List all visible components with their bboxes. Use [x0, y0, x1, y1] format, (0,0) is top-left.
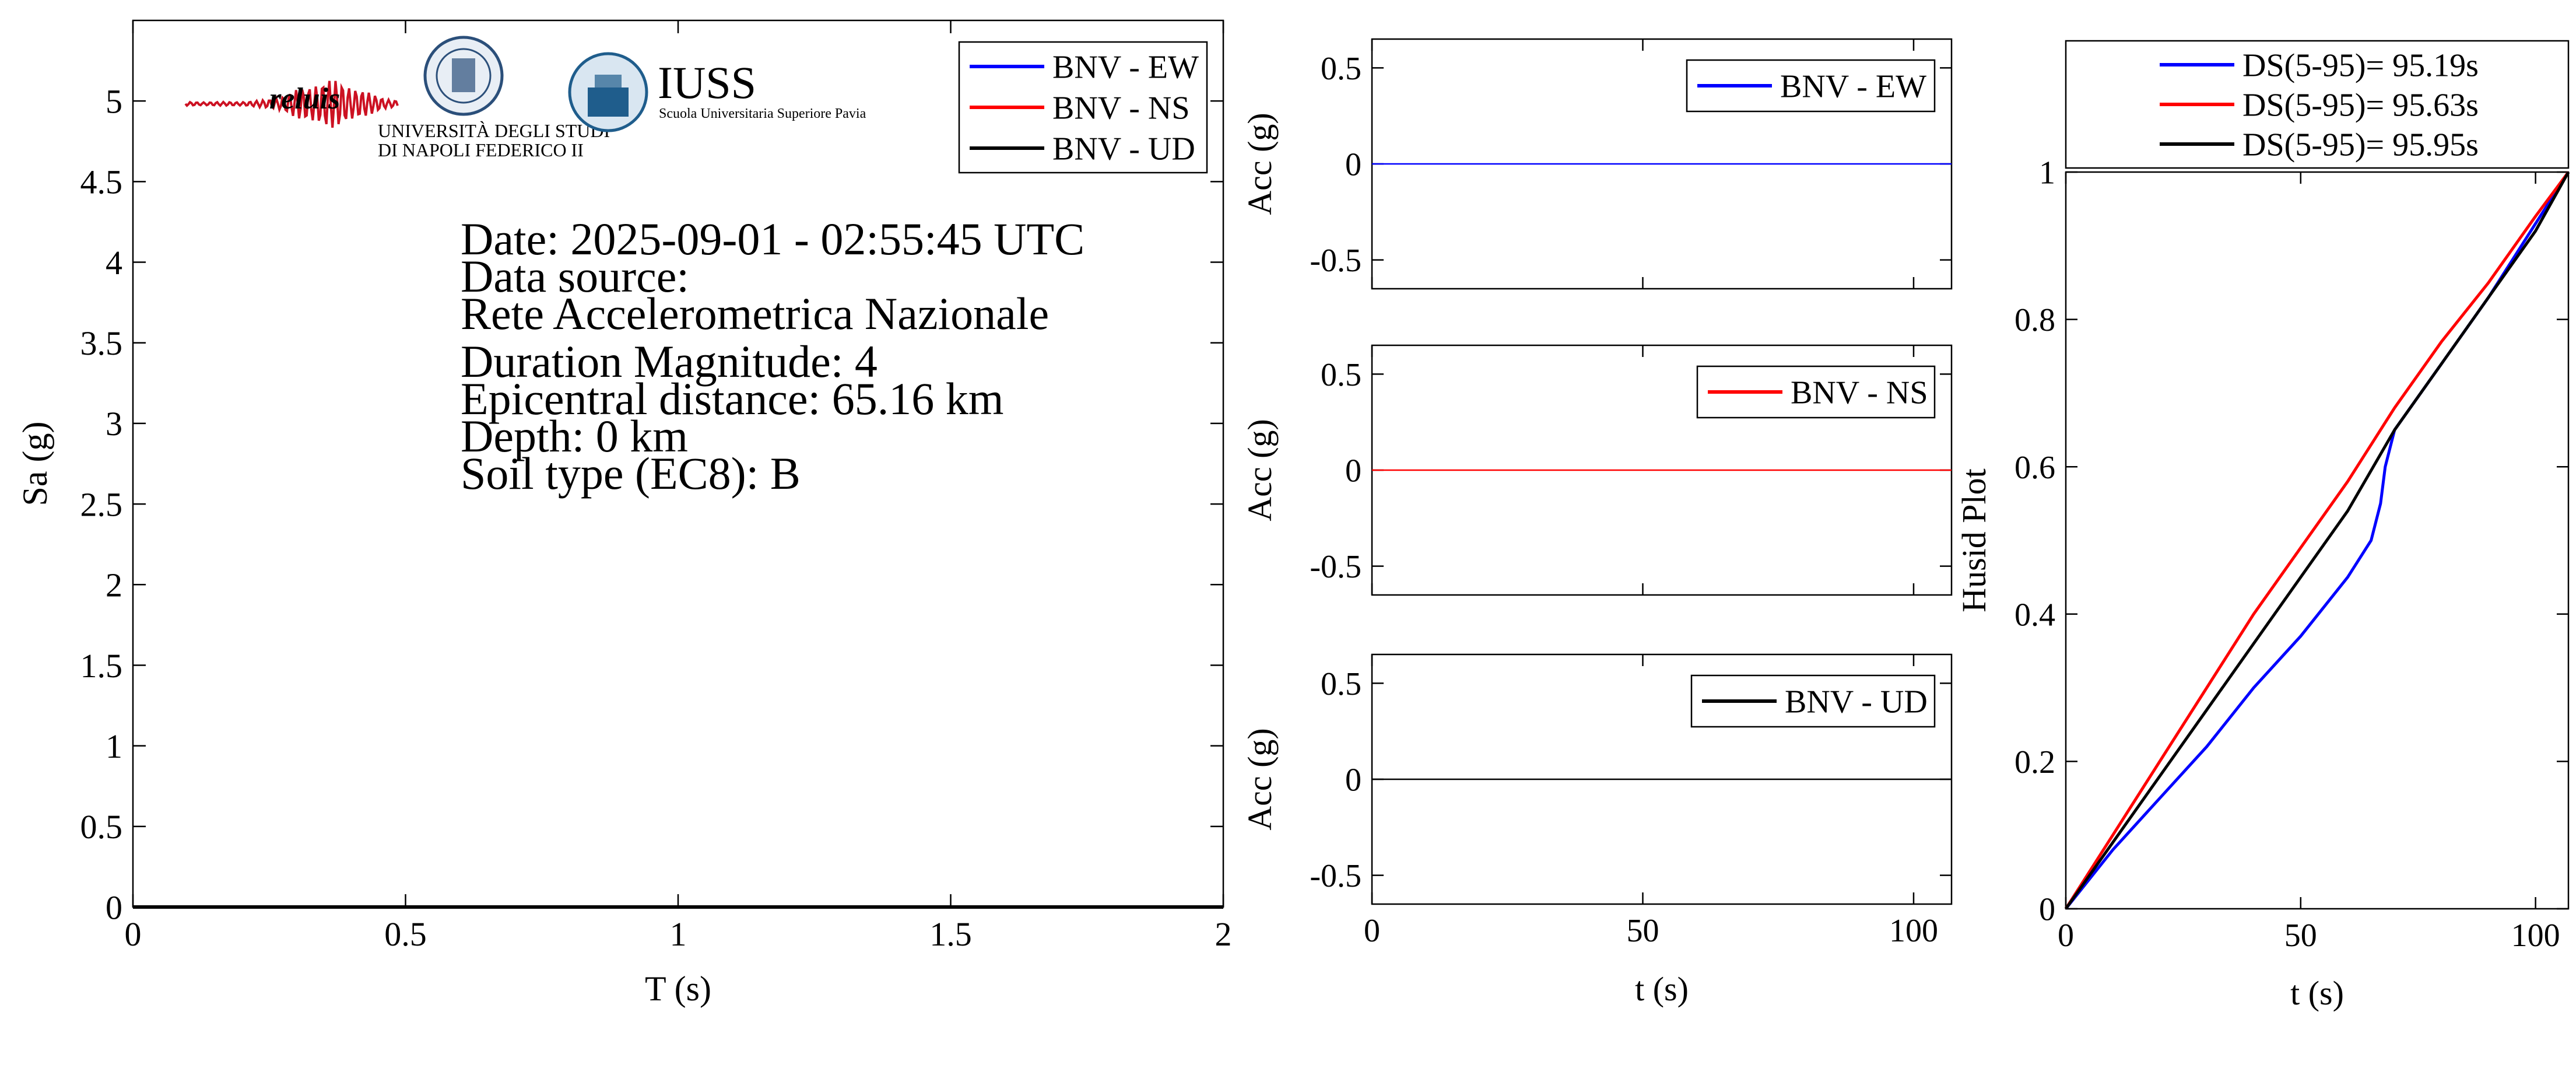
- x-tick-label: 1: [670, 915, 687, 953]
- y-tick-label: 0: [1345, 147, 1361, 183]
- series-line-2: [2064, 171, 2570, 910]
- y-tick-label: 1: [2039, 155, 2055, 191]
- x-tick-label: 50: [2284, 918, 2317, 954]
- soil-type: Soil type (EC8): B: [461, 448, 801, 499]
- legend-label: BNV - EW: [1780, 69, 1926, 105]
- y-tick-label: -0.5: [1310, 243, 1361, 279]
- y-tick-label: 4: [106, 244, 122, 282]
- y-tick-label: 3: [106, 405, 122, 443]
- y-tick-label: 0: [1345, 762, 1361, 799]
- y-tick-label: 2.5: [80, 485, 123, 523]
- y-axis-label: Acc (g): [1241, 113, 1279, 215]
- legend-label: BNV - EW: [1052, 50, 1199, 86]
- series-line-1: [2064, 171, 2570, 910]
- reluis-logo: reluis: [184, 80, 399, 128]
- event-info: Date: 2025-09-01 - 02:55:45 UTC Data sou…: [461, 213, 1085, 499]
- y-axis-label: Sa (g): [16, 422, 54, 506]
- depth: Depth: 0 km: [461, 411, 688, 461]
- x-axis-label: t (s): [1635, 970, 1689, 1008]
- data-source-name: Rete Accelerometrica Nazionale: [461, 288, 1050, 339]
- y-tick-label: 1: [106, 727, 122, 765]
- chart-acc-ew: 0.5 0 -0.5 Acc (g) BNV - EW: [1241, 38, 1953, 290]
- y-tick-label: 3.5: [80, 324, 123, 362]
- legend-label: DS(5-95)= 95.63s: [2242, 87, 2479, 124]
- x-axis-label: T (s): [645, 969, 711, 1008]
- y-tick-label: 0.5: [1321, 666, 1361, 702]
- y-tick-label: 0.4: [2015, 597, 2055, 633]
- reluis-logo-text: reluis: [269, 82, 340, 115]
- y-tick-label: 2: [106, 566, 122, 604]
- reluis-seismogram: [184, 80, 399, 128]
- unina-logo-line2: DI NAPOLI FEDERICO II: [378, 139, 584, 160]
- x-tick-label: 1.5: [929, 915, 972, 953]
- legend-label: DS(5-95)= 95.19s: [2242, 48, 2479, 84]
- chart-acc-ns: 0.5 0 -0.5 Acc (g) BNV - NS: [1241, 344, 1953, 596]
- y-tick-label: 0.5: [1321, 51, 1361, 87]
- x-tick-label: 2: [1215, 915, 1232, 953]
- y-axis-label: Husid Plot: [1955, 468, 1993, 612]
- y-tick-label: 4.5: [80, 163, 123, 201]
- y-tick-label: 0.5: [1321, 357, 1361, 393]
- y-tick-label: 0: [106, 888, 122, 926]
- x-tick-label: 100: [2511, 918, 2560, 954]
- legend-label: DS(5-95)= 95.95s: [2242, 127, 2479, 163]
- y-tick-label: 1.5: [80, 647, 123, 685]
- iuss-logo-subtitle: Scuola Universitaria Superiore Pavia: [659, 106, 866, 121]
- y-tick-label: 0: [1345, 453, 1361, 489]
- chart-spectrum: 0 0.5 1 1.5 2 0 0.5 1 1.5 2 2.5 3 3.5 4 4.5 5 Sa (g) T (s…: [16, 19, 1232, 1008]
- chart-husid: 0 50 100 0 0.2 0.4 0.6 0.8 1 Husid Plot t (s) DS(5-…: [1955, 40, 2570, 1012]
- y-axis-label: Acc (g): [1241, 728, 1279, 831]
- unina-logo: UNIVERSITÀ DEGLI STUDI DI NAPOLI FEDERIC…: [378, 36, 610, 160]
- legend-label: BNV - UD: [1052, 131, 1195, 167]
- y-tick-label: 0.2: [2015, 744, 2055, 780]
- legend-label: BNV - NS: [1052, 90, 1189, 127]
- legend-box: [2065, 40, 2570, 169]
- x-tick-label: 0: [2058, 918, 2074, 954]
- x-tick-label: 100: [1889, 913, 1938, 949]
- legend-label: BNV - NS: [1791, 375, 1928, 411]
- y-tick-label: -0.5: [1310, 858, 1361, 894]
- y-tick-label: 0.6: [2015, 450, 2055, 486]
- x-tick-label: 50: [1626, 913, 1659, 949]
- unina-logo-line1: UNIVERSITÀ DEGLI STUDI: [378, 120, 610, 141]
- y-tick-label: 0.8: [2015, 302, 2055, 338]
- series-line-0: [2065, 171, 2570, 910]
- y-tick-label: 5: [106, 82, 122, 120]
- duration-magnitude: Duration Magnitude: 4: [461, 336, 878, 387]
- event-date: Date: 2025-09-01 - 02:55:45 UTC: [461, 213, 1085, 264]
- x-tick-label: 0.5: [384, 915, 427, 953]
- y-axis-label: Acc (g): [1241, 419, 1279, 521]
- y-tick-label: 0: [2039, 892, 2055, 928]
- y-tick-label: -0.5: [1310, 549, 1361, 585]
- x-tick-label: 0: [125, 915, 142, 953]
- legend-label: BNV - UD: [1785, 684, 1928, 720]
- x-axis-label: t (s): [2290, 974, 2344, 1012]
- x-tick-label: 0: [1364, 913, 1380, 949]
- epicentral-distance: Epicentral distance: 65.16 km: [461, 373, 1004, 424]
- data-source-label: Data source:: [461, 251, 689, 302]
- y-tick-label: 0.5: [80, 808, 123, 846]
- iuss-logo: IUSS Scuola Universitaria Superiore Pavi…: [568, 52, 866, 132]
- axes-box: [2065, 171, 2570, 910]
- iuss-logo-title: IUSS: [658, 57, 756, 108]
